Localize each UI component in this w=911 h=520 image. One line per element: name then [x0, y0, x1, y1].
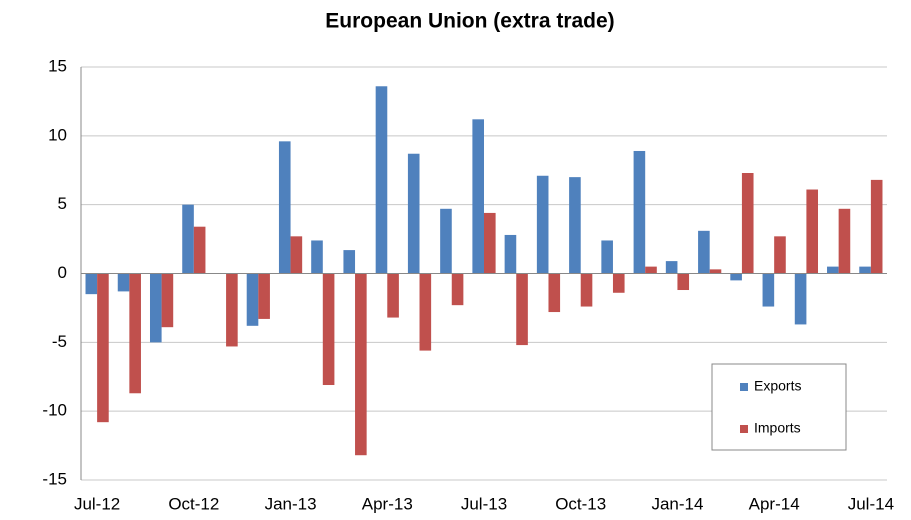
bar	[311, 240, 323, 274]
bar	[193, 226, 206, 274]
bar	[440, 208, 452, 274]
x-tick-label: Jan-13	[265, 494, 317, 513]
bar	[451, 273, 464, 306]
bar	[870, 179, 883, 274]
bar	[246, 273, 259, 326]
bar	[322, 273, 335, 386]
x-tick-label: Oct-13	[555, 494, 606, 513]
x-tick-label: Jul-13	[461, 494, 507, 513]
y-tick-label: 10	[48, 125, 67, 144]
bar	[709, 269, 722, 274]
bar	[741, 173, 754, 274]
bar	[601, 240, 613, 274]
x-tick-label: Oct-12	[168, 494, 219, 513]
bar	[182, 204, 194, 274]
y-tick-label: 5	[58, 194, 67, 213]
bar	[97, 273, 109, 423]
y-tick-label: -15	[42, 469, 67, 488]
bar	[774, 236, 786, 274]
x-tick-label: Jan-14	[651, 494, 703, 513]
bar	[161, 273, 174, 328]
bar	[504, 234, 517, 274]
bar	[419, 273, 432, 351]
bar	[258, 273, 270, 319]
y-tick-label: -10	[42, 401, 67, 420]
chart-title: European Union (extra trade)	[325, 10, 614, 33]
legend-box	[711, 363, 847, 451]
bar	[387, 273, 399, 318]
bar	[730, 273, 742, 281]
x-tick-label: Jul-14	[848, 494, 894, 513]
bar	[677, 273, 690, 291]
bar	[484, 212, 496, 274]
bar	[278, 141, 291, 274]
legend-swatch	[740, 383, 748, 391]
bar	[516, 273, 528, 346]
bar	[548, 273, 561, 313]
x-tick-label: Apr-14	[749, 494, 800, 513]
bar	[290, 236, 303, 274]
bar	[343, 250, 356, 274]
bar	[580, 273, 593, 307]
legend-swatch	[740, 425, 748, 433]
bar	[859, 266, 871, 274]
bar	[633, 150, 646, 274]
bar	[645, 266, 657, 274]
bar	[762, 273, 775, 307]
bar	[472, 119, 484, 274]
bar	[149, 273, 162, 343]
bar	[698, 230, 710, 274]
bar	[226, 273, 238, 347]
bar	[375, 86, 388, 274]
bar	[536, 175, 549, 274]
bar	[794, 273, 807, 325]
bar	[569, 177, 581, 274]
bar	[129, 273, 141, 394]
x-tick-label: Apr-13	[362, 494, 413, 513]
bar	[838, 208, 851, 274]
bar	[407, 153, 420, 274]
bar	[117, 273, 130, 292]
y-tick-label: -5	[52, 332, 67, 351]
bar	[355, 273, 367, 456]
x-tick-label: Jul-12	[74, 494, 120, 513]
legend-label: Exports	[754, 378, 801, 394]
bar	[85, 273, 98, 295]
y-tick-label: 0	[58, 263, 67, 282]
legend-label: Imports	[754, 420, 801, 436]
bar	[665, 261, 678, 274]
bar	[827, 266, 839, 274]
y-tick-label: 15	[48, 56, 67, 75]
bar	[806, 189, 819, 274]
bar	[612, 273, 625, 293]
